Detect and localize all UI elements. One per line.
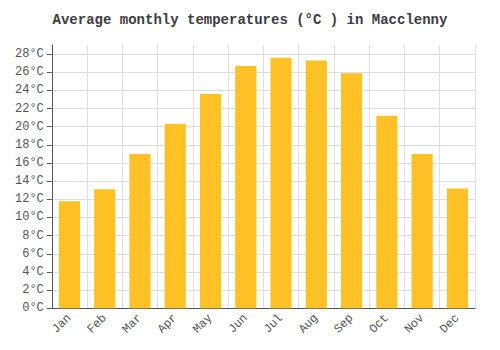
svg-text:Dec: Dec [437,311,462,336]
svg-text:Jun: Jun [226,311,251,336]
svg-text:Nov: Nov [402,311,427,336]
svg-text:Sep: Sep [331,311,356,336]
svg-text:Apr: Apr [155,311,180,336]
svg-text:22°C: 22°C [15,102,44,116]
svg-text:16°C: 16°C [15,156,44,170]
svg-text:0°C: 0°C [22,301,44,315]
svg-text:2°C: 2°C [22,283,44,297]
svg-text:Average monthly temperatures (: Average monthly temperatures (°C ) in Ma… [53,12,448,28]
svg-text:8°C: 8°C [22,229,44,243]
svg-text:28°C: 28°C [15,47,44,61]
svg-text:Jul: Jul [261,311,286,336]
svg-text:18°C: 18°C [15,138,44,152]
svg-text:26°C: 26°C [15,65,44,79]
svg-text:Aug: Aug [296,311,321,336]
svg-text:Oct: Oct [367,311,392,336]
svg-text:20°C: 20°C [15,120,44,134]
svg-text:14°C: 14°C [15,174,44,188]
svg-text:Jan: Jan [49,311,74,336]
svg-text:Feb: Feb [84,311,109,336]
svg-text:6°C: 6°C [22,247,44,261]
svg-text:10°C: 10°C [15,210,44,224]
svg-text:12°C: 12°C [15,192,44,206]
svg-text:24°C: 24°C [15,83,44,97]
svg-text:Mar: Mar [120,311,145,336]
svg-text:May: May [190,311,215,336]
svg-text:4°C: 4°C [22,265,44,279]
